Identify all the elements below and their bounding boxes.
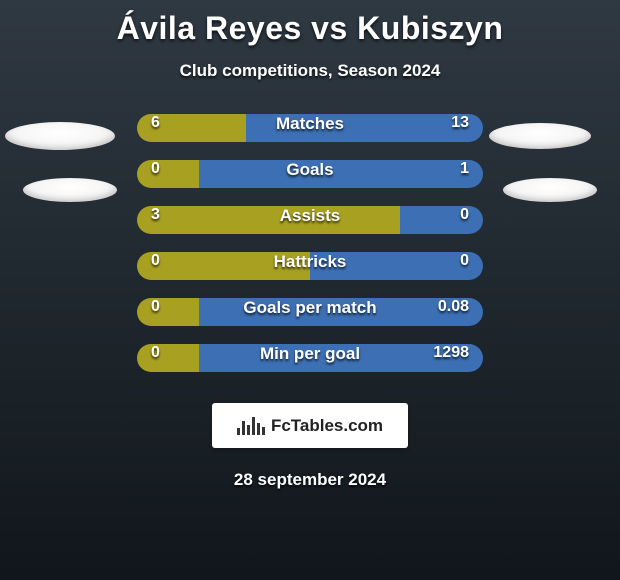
stat-bar-left bbox=[137, 344, 199, 372]
stat-bar-right bbox=[400, 206, 483, 234]
site-badge-text: FcTables.com bbox=[271, 416, 383, 436]
stat-bar-track: Matches613 bbox=[137, 114, 483, 142]
stat-bar-right bbox=[310, 252, 483, 280]
stat-row: Hattricks00 bbox=[0, 251, 620, 281]
player-placeholder-ellipse bbox=[503, 178, 597, 202]
barchart-icon bbox=[237, 417, 265, 435]
stat-bar-right bbox=[199, 344, 483, 372]
player-placeholder-ellipse bbox=[23, 178, 117, 202]
stat-row: Min per goal01298 bbox=[0, 343, 620, 373]
subtitle: Club competitions, Season 2024 bbox=[180, 61, 441, 81]
stat-bar-right bbox=[199, 160, 483, 188]
content-area: Ávila Reyes vs Kubiszyn Club competition… bbox=[0, 0, 620, 490]
page-title: Ávila Reyes vs Kubiszyn bbox=[117, 10, 504, 47]
site-badge: FcTables.com bbox=[212, 403, 408, 448]
stat-bar-track: Assists30 bbox=[137, 206, 483, 234]
stat-row: Assists30 bbox=[0, 205, 620, 235]
stat-bar-left bbox=[137, 206, 400, 234]
stat-bar-track: Min per goal01298 bbox=[137, 344, 483, 372]
stat-bar-left bbox=[137, 252, 310, 280]
stat-bar-track: Goals01 bbox=[137, 160, 483, 188]
player-placeholder-ellipse bbox=[5, 122, 115, 150]
stat-bar-left bbox=[137, 298, 199, 326]
stat-bar-right bbox=[246, 114, 483, 142]
stat-row: Goals per match00.08 bbox=[0, 297, 620, 327]
date-text: 28 september 2024 bbox=[234, 470, 386, 490]
comparison-chart: Matches613 Goals01 Assists30 Hattricks00 Goa… bbox=[0, 113, 620, 389]
stat-bar-left bbox=[137, 160, 199, 188]
stat-bar-left bbox=[137, 114, 246, 142]
stat-bar-right bbox=[199, 298, 483, 326]
player-placeholder-ellipse bbox=[489, 123, 591, 149]
stat-bar-track: Hattricks00 bbox=[137, 252, 483, 280]
stat-bar-track: Goals per match00.08 bbox=[137, 298, 483, 326]
